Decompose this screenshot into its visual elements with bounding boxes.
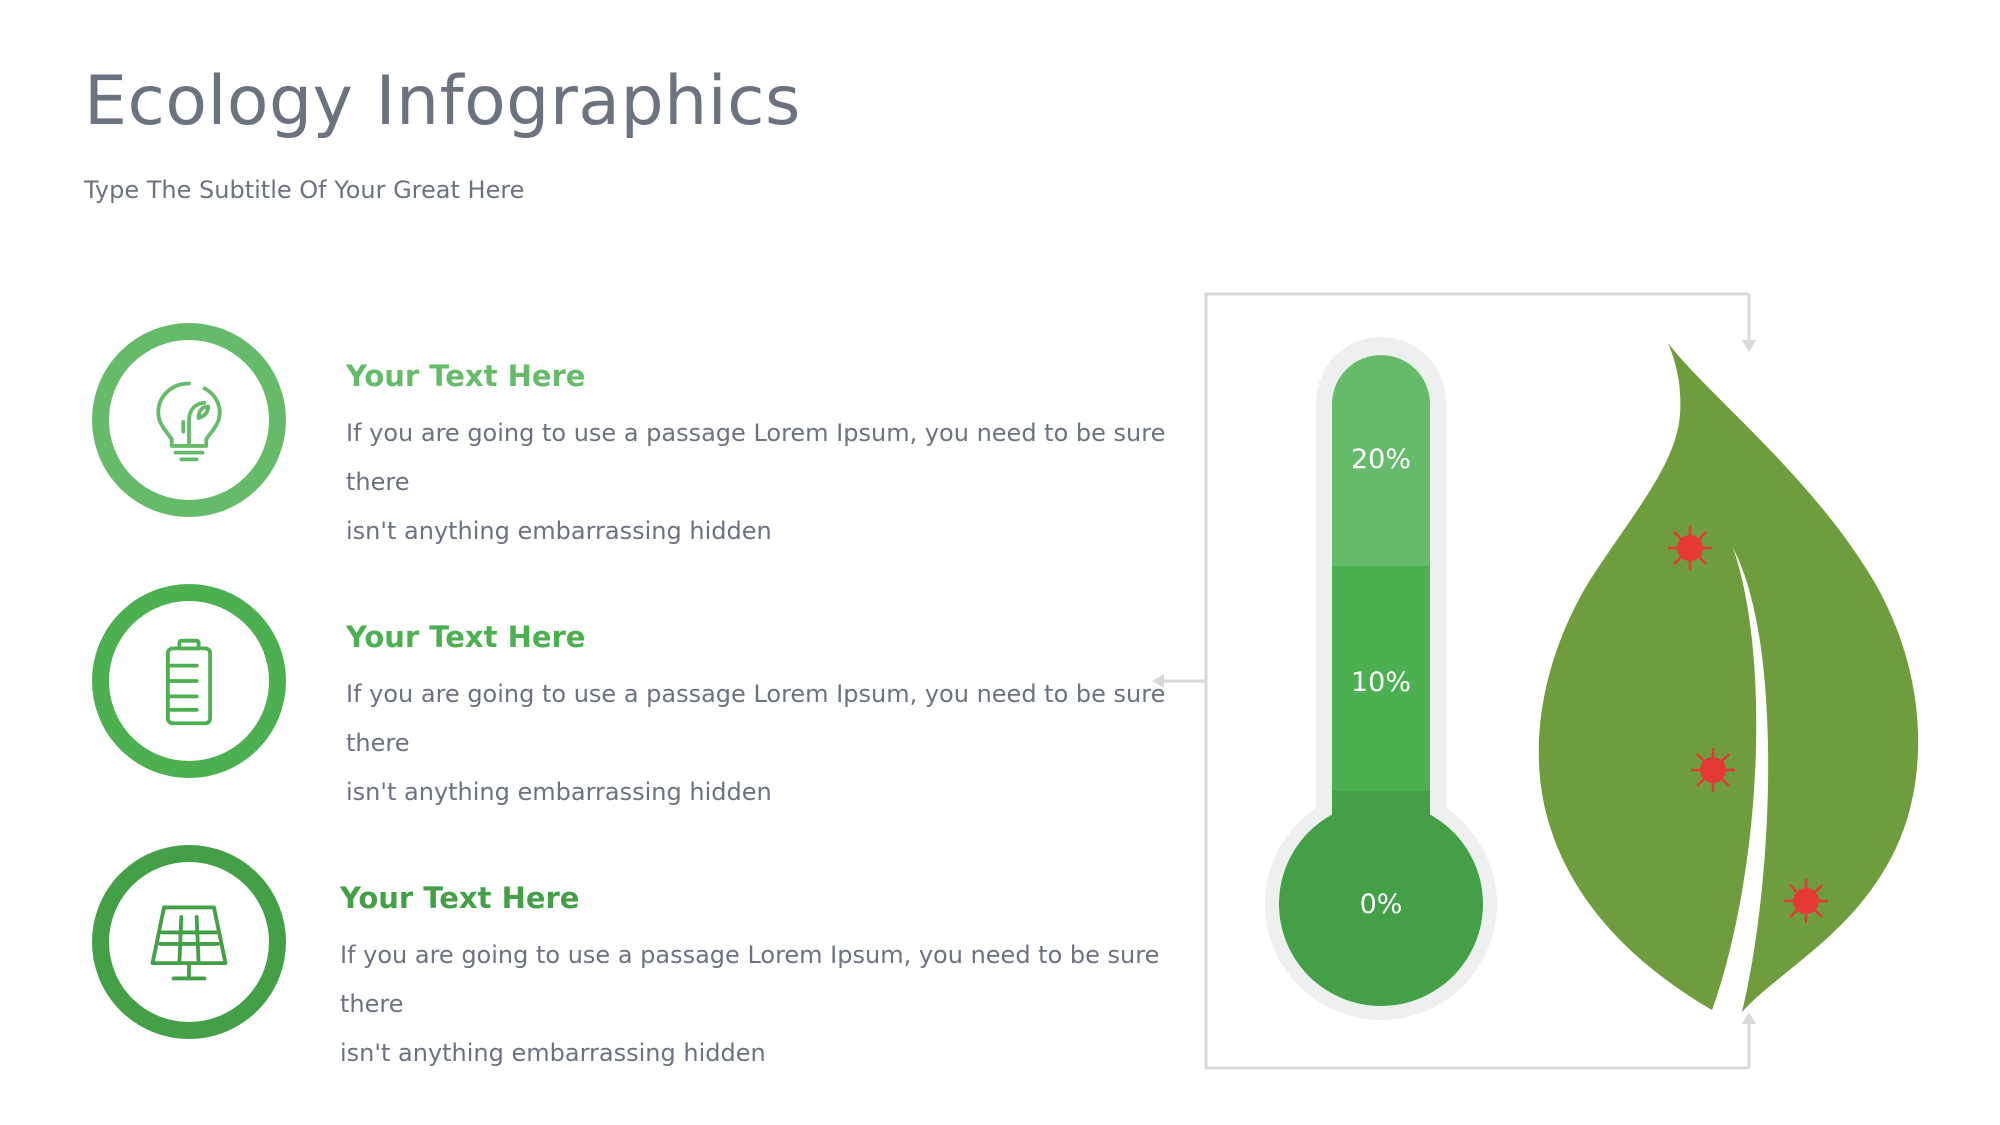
item-text-3-line-1: If you are going to use a passage Lorem … <box>340 941 1160 1018</box>
leaf-shape <box>1538 343 1919 1012</box>
info-item-3: Your Text Here If you are going to use a… <box>92 845 1212 1067</box>
thermometer: 20% 10% 0% <box>1265 337 1497 1020</box>
level-label-20: 20% <box>1351 444 1411 475</box>
leaf-illustration <box>1538 343 1919 1012</box>
arrowheads <box>1152 340 1756 1024</box>
item-text-1: If you are going to use a passage Lorem … <box>346 409 1226 556</box>
item-text-3-line-2: isn't anything embarrassing hidden <box>340 1039 766 1067</box>
item-heading-3: Your Text Here <box>340 881 580 915</box>
thermometer-segment-10 <box>1332 566 1430 792</box>
arrow-down-icon <box>1742 340 1756 352</box>
item-text-3: If you are going to use a passage Lorem … <box>340 931 1220 1078</box>
thermometer-segment-20 <box>1332 355 1430 567</box>
arrow-left-icon <box>1152 674 1164 688</box>
lightbulb-leaf-icon <box>156 381 222 462</box>
virus-icon <box>1784 879 1828 923</box>
item-heading-1: Your Text Here <box>346 359 586 393</box>
connector-frame <box>1158 292 1751 1070</box>
item-text-1-line-2: isn't anything embarrassing hidden <box>346 517 772 545</box>
battery-icon <box>165 638 213 726</box>
level-label-10: 10% <box>1351 667 1411 698</box>
item-text-2-line-1: If you are going to use a passage Lorem … <box>346 680 1166 757</box>
item-text-1-line-1: If you are going to use a passage Lorem … <box>346 419 1166 496</box>
info-item-2: Your Text Here If you are going to use a… <box>92 584 1212 806</box>
info-item-1: Your Text Here If you are going to use a… <box>92 323 1212 545</box>
level-label-0: 0% <box>1360 889 1403 920</box>
item-text-2-line-2: isn't anything embarrassing hidden <box>346 778 772 806</box>
item-text-2: If you are going to use a passage Lorem … <box>346 670 1226 817</box>
arrow-up-icon <box>1742 1012 1756 1024</box>
virus-icon <box>1691 748 1735 792</box>
page-title: Ecology Infographics <box>84 62 801 141</box>
thermometer-bulb <box>1279 802 1483 1006</box>
item-heading-2: Your Text Here <box>346 620 586 654</box>
solar-panel-icon <box>150 905 228 981</box>
virus-icon <box>1668 526 1712 570</box>
page-subtitle: Type The Subtitle Of Your Great Here <box>84 176 525 204</box>
